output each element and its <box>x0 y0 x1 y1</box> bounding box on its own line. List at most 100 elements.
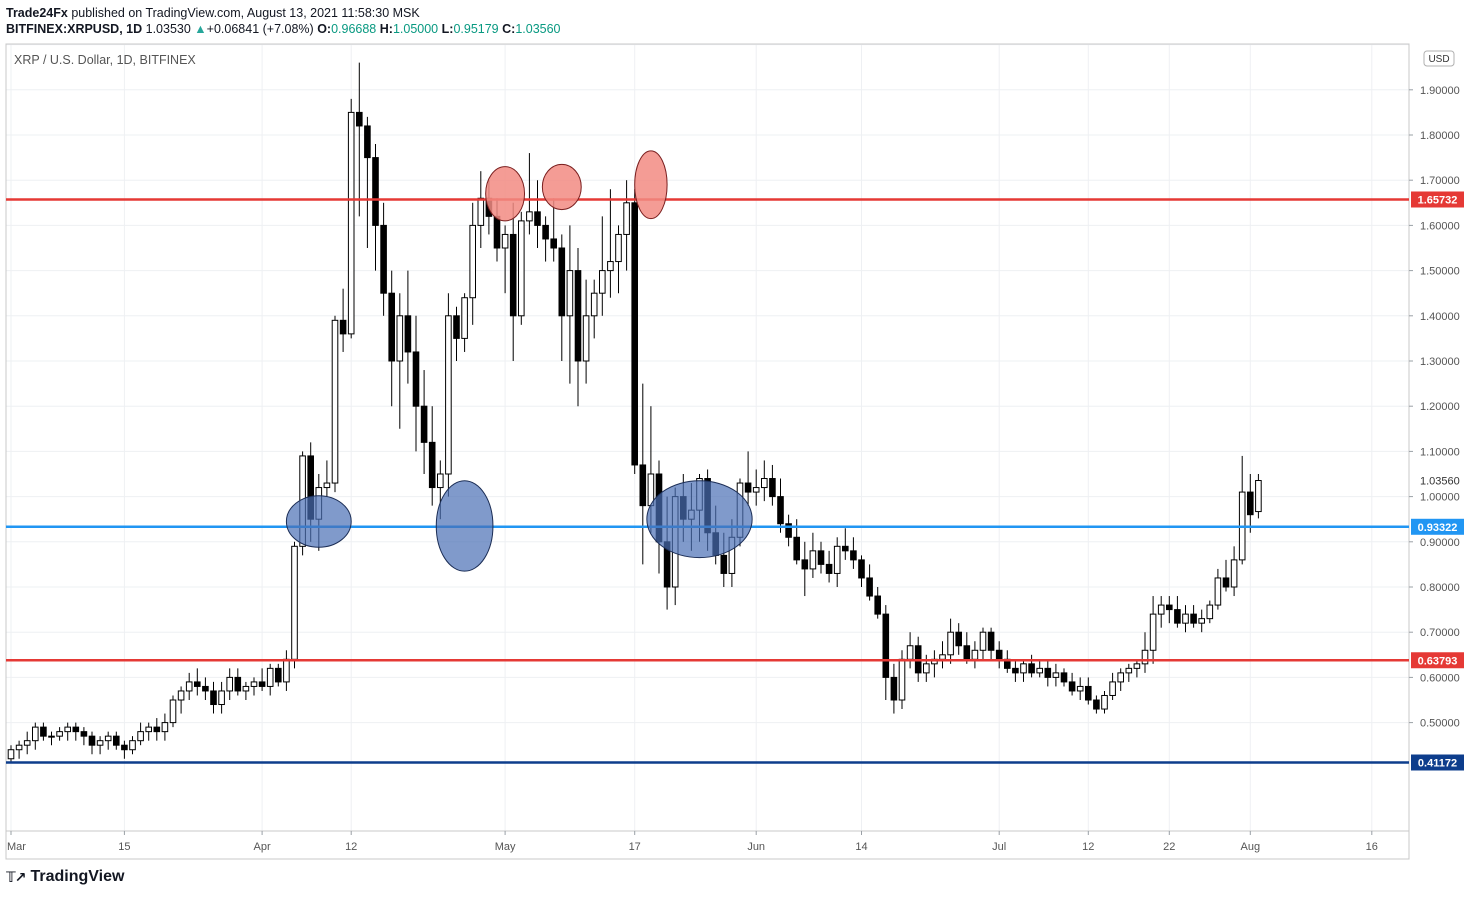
resistance-circle[interactable] <box>634 150 668 220</box>
time-tick-label: 12 <box>1082 841 1094 853</box>
candle <box>1247 474 1254 533</box>
candle <box>582 279 590 384</box>
candle <box>331 315 339 493</box>
candle <box>744 451 752 506</box>
currency-badge[interactable]: USD <box>1423 50 1455 67</box>
level-price-tag[interactable] <box>1411 754 1464 771</box>
level-price-tag[interactable] <box>1411 518 1464 535</box>
candle <box>356 62 363 217</box>
time-tick-label: Jun <box>747 841 765 853</box>
time-tick-label: May <box>495 841 516 853</box>
candle <box>639 383 647 565</box>
candle <box>210 681 217 714</box>
price-tick-label: 1.80000 <box>1420 130 1460 142</box>
candle <box>509 202 517 361</box>
candle <box>1020 659 1027 682</box>
candle <box>396 293 404 429</box>
candle <box>169 695 177 728</box>
candle <box>1255 474 1262 519</box>
candle <box>1004 650 1011 673</box>
candle <box>364 116 371 248</box>
candle <box>283 650 290 691</box>
support-circle[interactable] <box>646 480 753 559</box>
level-price-label: 0.93322 <box>1418 522 1458 534</box>
candle <box>202 677 209 700</box>
resistance-circle[interactable] <box>485 166 526 222</box>
candle <box>477 171 485 248</box>
candle <box>534 180 541 248</box>
candle <box>817 541 825 574</box>
chart-title: XRP / U.S. Dollar, 1D, BITFINEX <box>14 53 196 67</box>
candle <box>850 537 857 569</box>
candle <box>995 641 1003 669</box>
candle <box>1109 672 1116 700</box>
price-tick-label: 1.40000 <box>1420 311 1460 323</box>
candle <box>866 564 873 601</box>
level-price-tag[interactable] <box>1411 652 1464 669</box>
candle <box>226 668 233 700</box>
candle <box>250 677 258 696</box>
price-tick-label: 1.30000 <box>1420 356 1460 368</box>
candle <box>761 460 768 502</box>
price-tick-label: 0.70000 <box>1420 627 1460 639</box>
candle <box>882 605 890 700</box>
time-tick-label: 15 <box>118 841 130 853</box>
candle <box>809 532 817 578</box>
price-axis[interactable]: 0.50000 0.60000 0.70000 0.80000 0.90000 1.000… <box>1409 44 1474 859</box>
last-price: 1.03530 <box>145 22 191 36</box>
close-label: C: <box>502 22 516 36</box>
candle <box>145 722 152 741</box>
candle <box>129 736 136 755</box>
candle <box>1222 559 1230 592</box>
candle <box>461 293 468 352</box>
candle <box>1149 596 1157 664</box>
resistance-circle[interactable] <box>541 163 582 211</box>
candle <box>825 550 833 583</box>
candle <box>266 663 274 696</box>
low-value: 0.95179 <box>453 22 499 36</box>
price-tick-label: 1.20000 <box>1420 401 1460 413</box>
candle <box>72 722 80 741</box>
ohlc-line: BITFINEX:XRPUSD, 1D 1.03530 ▲+0.06841 (+… <box>6 21 561 37</box>
open-label: O: <box>317 22 332 36</box>
open-value: 0.96688 <box>331 22 377 36</box>
candle <box>1101 690 1108 714</box>
candle <box>777 478 784 533</box>
candle <box>939 641 946 669</box>
candle <box>96 736 104 755</box>
publisher-name[interactable]: Trade24Fx <box>6 6 68 20</box>
candle <box>412 315 420 452</box>
candle <box>566 225 574 384</box>
candle <box>1076 677 1084 700</box>
candle <box>275 663 282 687</box>
candle <box>574 248 582 407</box>
candle <box>1230 546 1238 597</box>
price-tick-label: 0.50000 <box>1420 718 1460 730</box>
candle <box>88 731 96 755</box>
candle <box>404 270 412 384</box>
candle <box>842 528 849 560</box>
candle <box>234 668 242 696</box>
time-axis[interactable]: Mar 15 Apr 12 May 17 Jun 14 Jul 12 22 Aug 16 <box>7 831 1378 853</box>
price-tick-label: 0.60000 <box>1420 672 1460 684</box>
price-tick-label: 1.50000 <box>1420 266 1460 278</box>
candle <box>615 225 622 294</box>
candle <box>1085 677 1092 705</box>
price-axis-bg <box>1410 44 1474 859</box>
candle <box>874 587 882 619</box>
price-tick-label: 1.00000 <box>1420 492 1460 504</box>
candle <box>185 672 193 700</box>
support-circle[interactable] <box>285 495 352 548</box>
candle <box>599 216 606 316</box>
candle <box>1117 668 1125 691</box>
candle <box>1141 632 1149 673</box>
time-tick-label: 16 <box>1366 841 1378 853</box>
support-circle[interactable] <box>435 480 494 572</box>
candle <box>1125 663 1133 682</box>
candle <box>542 216 549 262</box>
level-price-label: 1.65732 <box>1418 194 1458 206</box>
footer-brand[interactable]: 𝕋↗ TradingView <box>6 868 124 886</box>
symbol-label: BITFINEX:XRPUSD, 1D <box>6 22 143 36</box>
level-price-tag[interactable] <box>1411 191 1464 208</box>
